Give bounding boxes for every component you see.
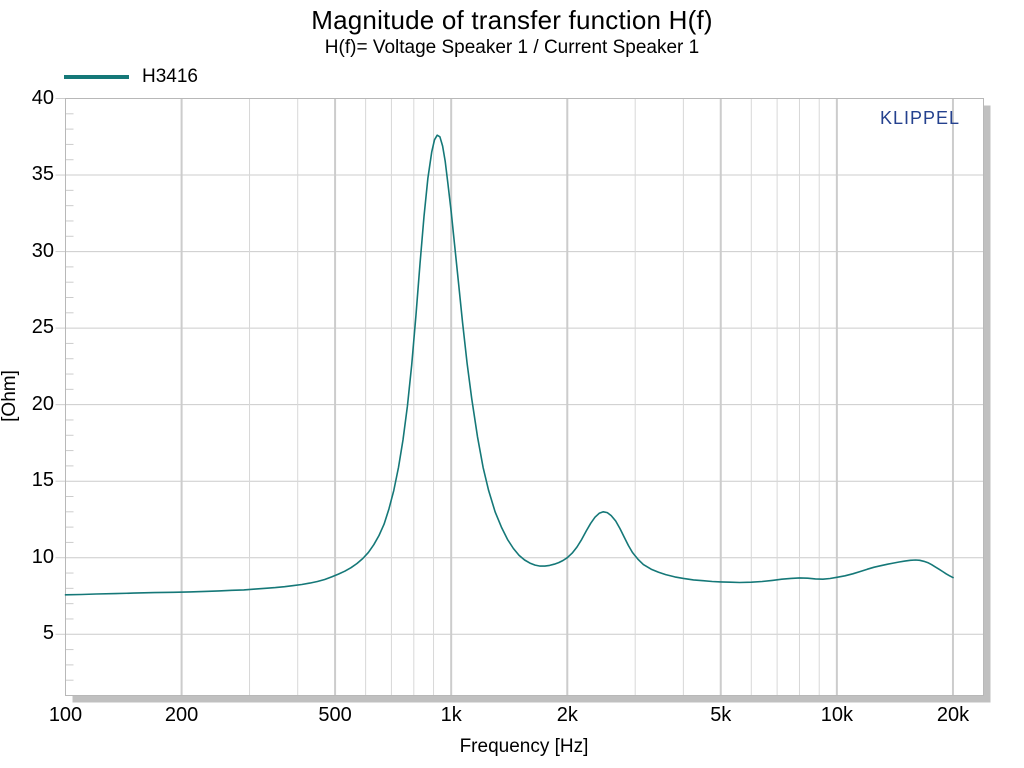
x-tick-label: 1k	[440, 704, 462, 726]
x-tick-label: 20k	[936, 704, 970, 726]
x-tick-label: 500	[318, 704, 352, 726]
y-tick-label: 40	[31, 86, 54, 109]
legend: H3416	[64, 67, 198, 86]
x-tick-label: 5k	[710, 704, 732, 726]
klippel-watermark: KLIPPEL	[879, 108, 960, 128]
y-tick-label: 30	[31, 239, 54, 262]
legend-series-label: H3416	[142, 66, 198, 87]
x-tick-label: 100	[48, 704, 83, 726]
y-tick-label: 20	[31, 392, 54, 415]
y-tick-label: 5	[42, 622, 54, 645]
chart-title: Magnitude of transfer function H(f)	[311, 5, 713, 35]
y-tick-label: 25	[31, 316, 54, 339]
x-tick-label: 2k	[556, 704, 578, 726]
legend-line-swatch	[64, 74, 129, 79]
x-tick-label: 10k	[820, 704, 853, 726]
y-tick-label: 10	[31, 545, 54, 568]
y-axis-title: [Ohm]	[0, 370, 20, 422]
chart-subtitle: H(f)= Voltage Speaker 1 / Current Speake…	[324, 37, 700, 58]
y-tick-label: 35	[31, 163, 54, 186]
y-tick-label: 15	[31, 469, 54, 492]
x-axis-title: Frequency [Hz]	[459, 736, 589, 757]
x-tick-label: 200	[164, 704, 199, 726]
